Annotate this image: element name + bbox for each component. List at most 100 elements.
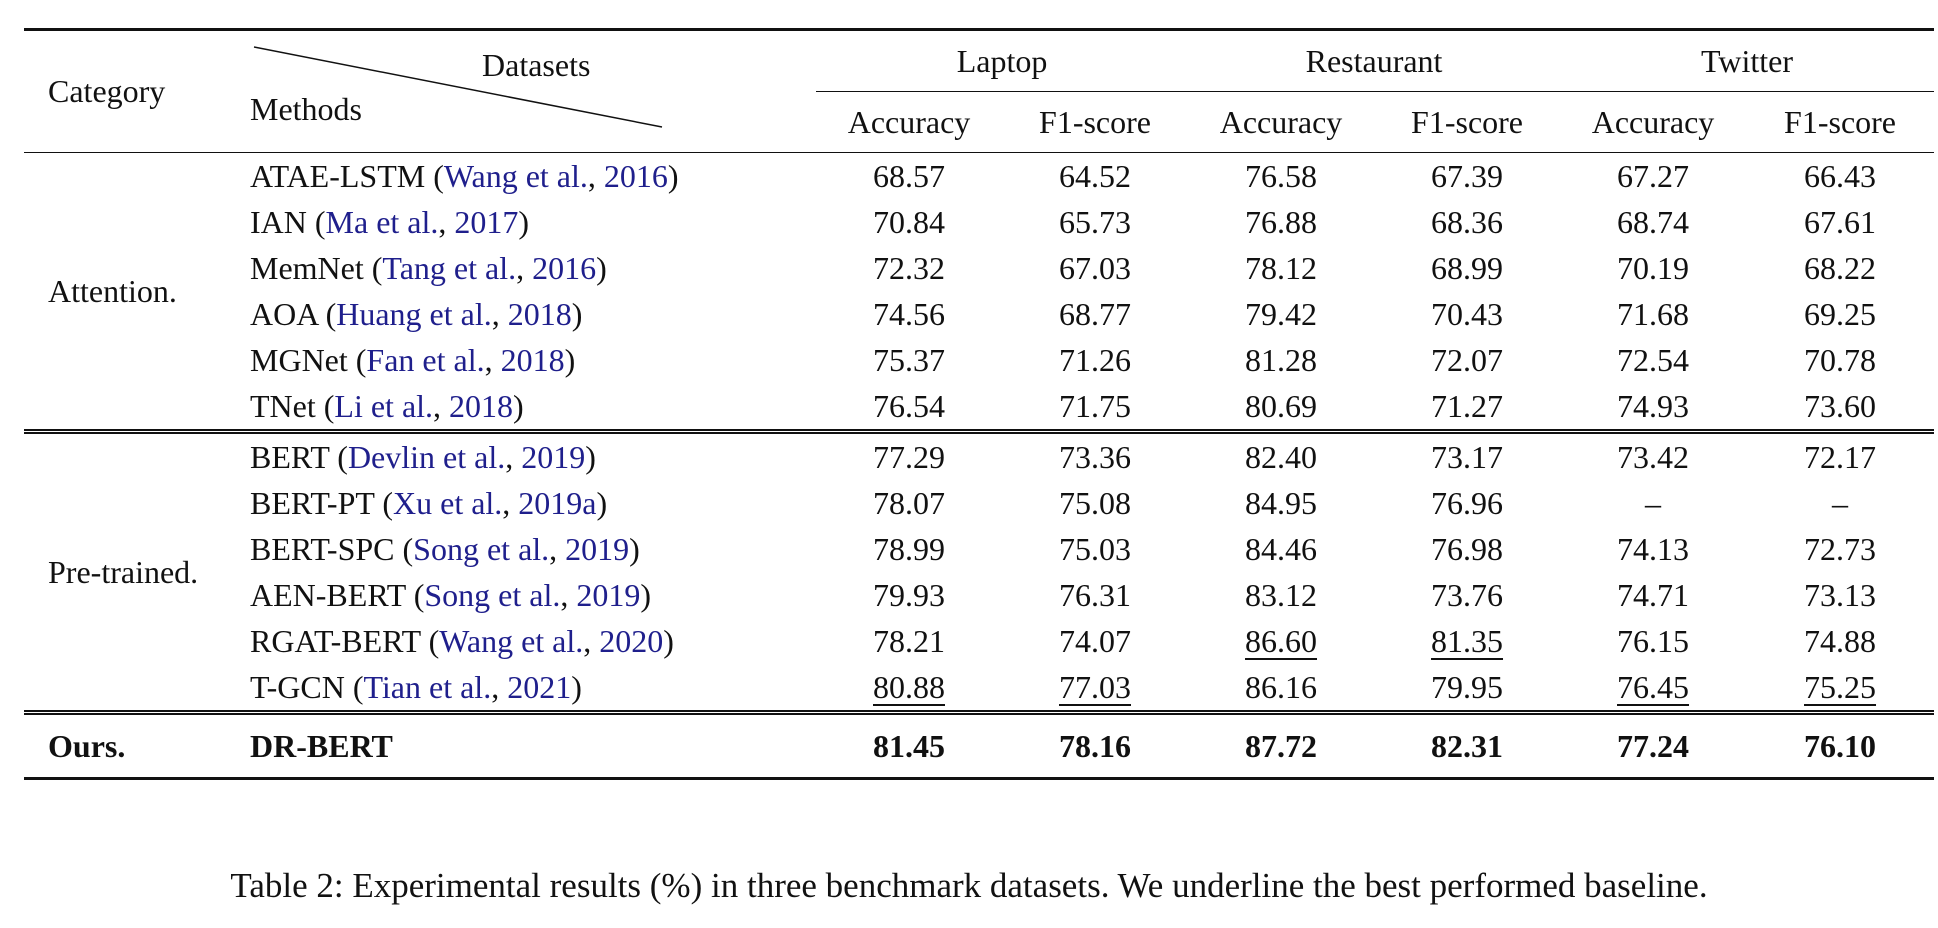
value-cell: 77.03 (1002, 664, 1188, 713)
ours-row: Ours. DR-BERT 81.45 78.16 87.72 82.31 77… (24, 710, 1935, 780)
method-cell: ATAE-LSTM (Wang et al., 2016) (250, 152, 816, 199)
ours-value: 77.24 (1560, 710, 1747, 780)
paren-open: ( (374, 484, 393, 521)
value-text: 75.37 (873, 341, 945, 378)
header-row-groups: Category Datasets Methods Laptop Restaur… (24, 28, 1935, 153)
value-cell: 67.39 (1374, 152, 1561, 199)
table-row: Attention. ATAE-LSTM (Wang et al., 2016) 6… (24, 152, 1935, 432)
value-cell: 74.07 (1002, 618, 1188, 664)
value-cell: 71.75 (1002, 383, 1188, 432)
value-cell: 79.95 (1374, 664, 1560, 713)
value-text: 80.69 (1245, 387, 1318, 424)
citation-year-link[interactable]: 2019 (576, 576, 641, 613)
citation-author-link[interactable]: Song et al. (424, 576, 561, 613)
header-row-metrics: Accuracy F1-score Accuracy F1-score Accu… (24, 92, 1934, 153)
paren-close: ) (571, 668, 582, 705)
citation-year-link[interactable]: 2017 (454, 203, 519, 240)
value-cell: 74.88 (1746, 618, 1934, 664)
value-text: 86.60 (1245, 622, 1318, 659)
citation-author-link[interactable]: Xu et al. (393, 484, 503, 521)
value-cell: 68.74 (1560, 199, 1746, 245)
citation-year-link[interactable]: 2018 (500, 341, 565, 378)
method-name: BERT (250, 438, 330, 475)
section-attention: Attention. ATAE-LSTM (Wang et al., 2016) 6… (24, 152, 1935, 432)
citation-comma: , (491, 295, 508, 332)
value-text: 76.96 (1431, 484, 1504, 521)
citation-author-link[interactable]: Li et al. (334, 387, 434, 424)
citation-year-link[interactable]: 2018 (449, 387, 514, 424)
value-text: 74.56 (873, 295, 945, 332)
value-text: 76.15 (1617, 622, 1690, 659)
method-name: TNet (250, 387, 316, 424)
table-caption: Table 2: Experimental results (%) in thr… (230, 866, 1708, 905)
methods-label: Methods (250, 91, 362, 127)
ours-value: 76.10 (1746, 710, 1935, 780)
value-text: 72.17 (1804, 438, 1877, 475)
value-cell: 86.16 (1188, 664, 1374, 713)
value-cell: 76.98 (1374, 526, 1560, 572)
citation-author-link[interactable]: Wang et al. (443, 157, 588, 194)
value-cell: 81.28 (1188, 337, 1374, 383)
method-name: T-GCN (250, 668, 345, 705)
citation-author-link[interactable]: Song et al. (413, 530, 550, 567)
value-cell: 80.69 (1188, 383, 1374, 432)
table-row: AOA (Huang et al., 2018) 74.56 68.77 79.42 7… (24, 291, 1934, 337)
value-cell: 70.84 (816, 199, 1002, 245)
value-cell: 75.25 (1746, 664, 1934, 713)
paren-close: ) (585, 438, 596, 475)
value-text: 79.95 (1431, 668, 1504, 705)
method-cell: IAN (Ma et al., 2017) (250, 199, 816, 245)
citation-author-link[interactable]: Ma et al. (325, 203, 439, 240)
value-text: 73.13 (1804, 576, 1877, 613)
value-text: – (1832, 484, 1849, 521)
citation-year-link[interactable]: 2019 (565, 530, 630, 567)
citation-author-link[interactable]: Wang et al. (439, 622, 584, 659)
value-text: 73.36 (1059, 438, 1131, 475)
citation-year-link[interactable]: 2016 (603, 157, 668, 194)
method-cell: T-GCN (Tian et al., 2021) (250, 664, 816, 713)
metric-header: Accuracy (847, 103, 971, 140)
citation-year-link[interactable]: 2016 (532, 249, 597, 286)
citation-year-link[interactable]: 2021 (507, 668, 572, 705)
value-cell: 77.29 (816, 429, 1002, 480)
value-cell: 74.13 (1560, 526, 1746, 572)
value-text: 70.19 (1617, 249, 1690, 286)
value-text: 73.76 (1431, 576, 1504, 613)
citation-year-link[interactable]: 2018 (507, 295, 572, 332)
diagonal-header: Datasets Methods (250, 28, 816, 153)
value-text: – (1645, 484, 1662, 521)
value-text: 76.31 (1059, 576, 1131, 613)
citation-year-link[interactable]: 2019 (521, 438, 586, 475)
citation-author-link[interactable]: Fan et al. (366, 341, 485, 378)
value-text: 84.95 (1245, 484, 1318, 521)
value-cell: 71.27 (1374, 383, 1560, 432)
value-text: 70.84 (873, 203, 945, 240)
value-text: 76.98 (1431, 530, 1504, 567)
citation-year-link[interactable]: 2019a (518, 484, 597, 521)
value-text: 71.27 (1431, 387, 1504, 424)
method-name: IAN (250, 203, 307, 240)
citation-author-link[interactable]: Tang et al. (382, 249, 517, 286)
value-cell: 70.43 (1374, 291, 1560, 337)
section-ours: Ours. DR-BERT 81.45 78.16 87.72 82.31 77… (24, 710, 1935, 780)
citation-year-link[interactable]: 2020 (599, 622, 664, 659)
value-cell: 67.27 (1560, 152, 1747, 199)
value-cell: 68.22 (1746, 245, 1934, 291)
value-cell: 84.95 (1188, 480, 1374, 526)
citation-author-link[interactable]: Huang et al. (336, 295, 492, 332)
value-cell: 76.96 (1374, 480, 1560, 526)
value-cell: 81.35 (1374, 618, 1560, 664)
citation-author-link[interactable]: Tian et al. (363, 668, 492, 705)
value-text: 70.78 (1804, 341, 1877, 378)
citation-author-link[interactable]: Devlin et al. (347, 438, 506, 475)
method-cell: MGNet (Fan et al., 2018) (250, 337, 816, 383)
value-text: 80.88 (873, 668, 945, 705)
value-cell: 74.56 (816, 291, 1002, 337)
method-cell: BERT-PT (Xu et al., 2019a) (250, 480, 816, 526)
value-cell: 78.99 (816, 526, 1002, 572)
paren-open: ( (425, 157, 444, 194)
value-text: 78.07 (873, 484, 945, 521)
value-text: 71.26 (1059, 341, 1131, 378)
value-text: 78.99 (873, 530, 945, 567)
value-cell: 73.42 (1560, 429, 1747, 480)
